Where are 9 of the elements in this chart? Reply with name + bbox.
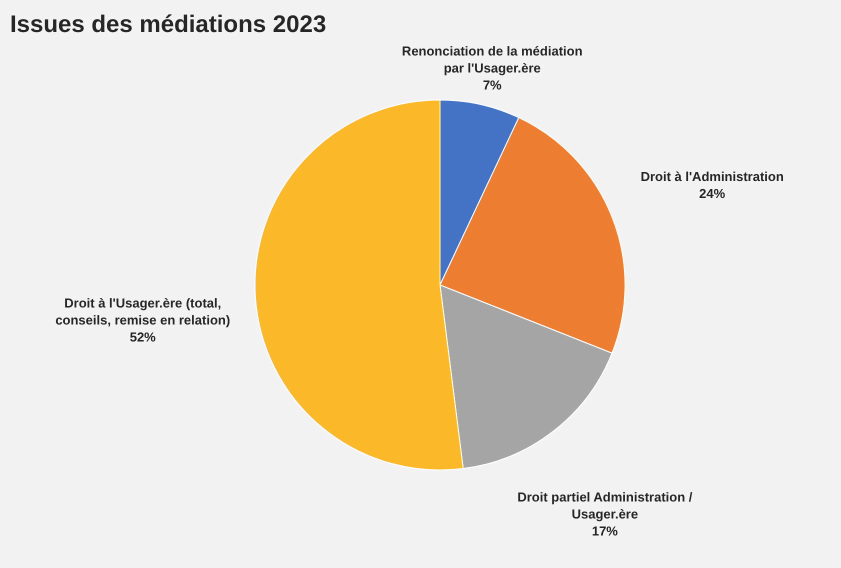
slice-label: Droit partiel Administration / Usager.ère <box>517 490 693 522</box>
slice-label: Droit à l'Administration <box>640 169 784 184</box>
slice-label: Droit à l'Usager.ère (total, conseils, remise en relation) <box>55 296 230 328</box>
data-label: 24% <box>699 186 726 202</box>
data-label: 7% <box>482 77 502 92</box>
slice-label: Renonciation de la médiation par l'Usager.ère <box>402 43 583 76</box>
data-label: 17% <box>592 524 618 539</box>
data-label: 52% <box>130 330 156 345</box>
chart-title: Issues des médiations 2023 <box>10 11 326 38</box>
